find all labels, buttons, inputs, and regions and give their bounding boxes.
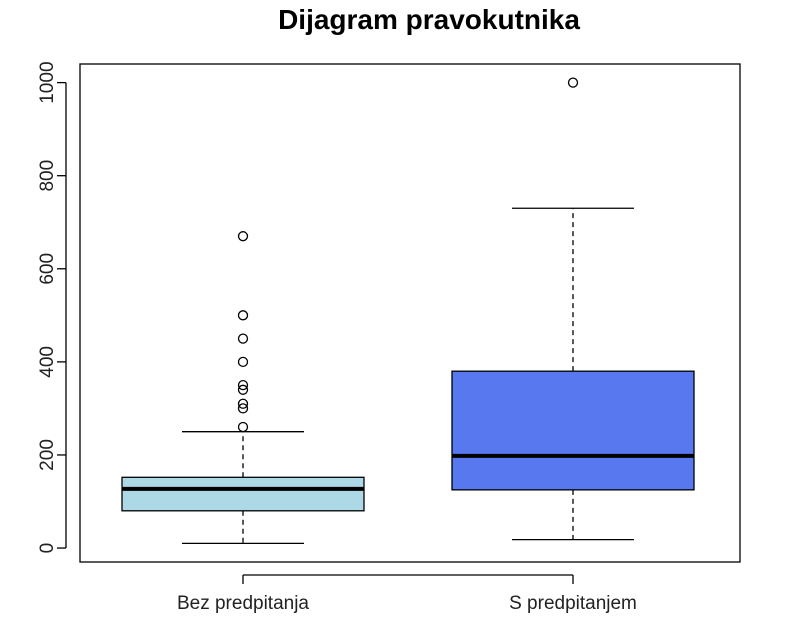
box-iqr xyxy=(451,370,695,491)
outlier-point xyxy=(237,333,249,344)
outlier-point xyxy=(237,356,249,368)
box-iqr xyxy=(121,476,365,512)
outlier-point xyxy=(237,310,249,321)
y-tick-label: 400 xyxy=(37,346,58,378)
y-tick-label: 1000 xyxy=(37,61,58,103)
x-tick-label: S predpitanjem xyxy=(509,593,637,614)
chart-title: Dijagram pravokutnika xyxy=(278,4,580,35)
plot-frame xyxy=(79,63,741,563)
y-tick-label: 600 xyxy=(37,253,58,285)
y-tick-label: 0 xyxy=(37,543,58,554)
x-tick-label: Bez predpitanja xyxy=(177,593,309,614)
outlier-point xyxy=(237,231,249,242)
outlier-point xyxy=(567,77,579,88)
outlier-point xyxy=(237,384,249,395)
y-tick-label: 800 xyxy=(37,160,58,192)
outlier-point xyxy=(237,421,249,433)
y-tick-label: 200 xyxy=(37,439,58,471)
outlier-point xyxy=(237,403,249,414)
outlier-point xyxy=(237,398,249,409)
outlier-point xyxy=(237,379,249,391)
